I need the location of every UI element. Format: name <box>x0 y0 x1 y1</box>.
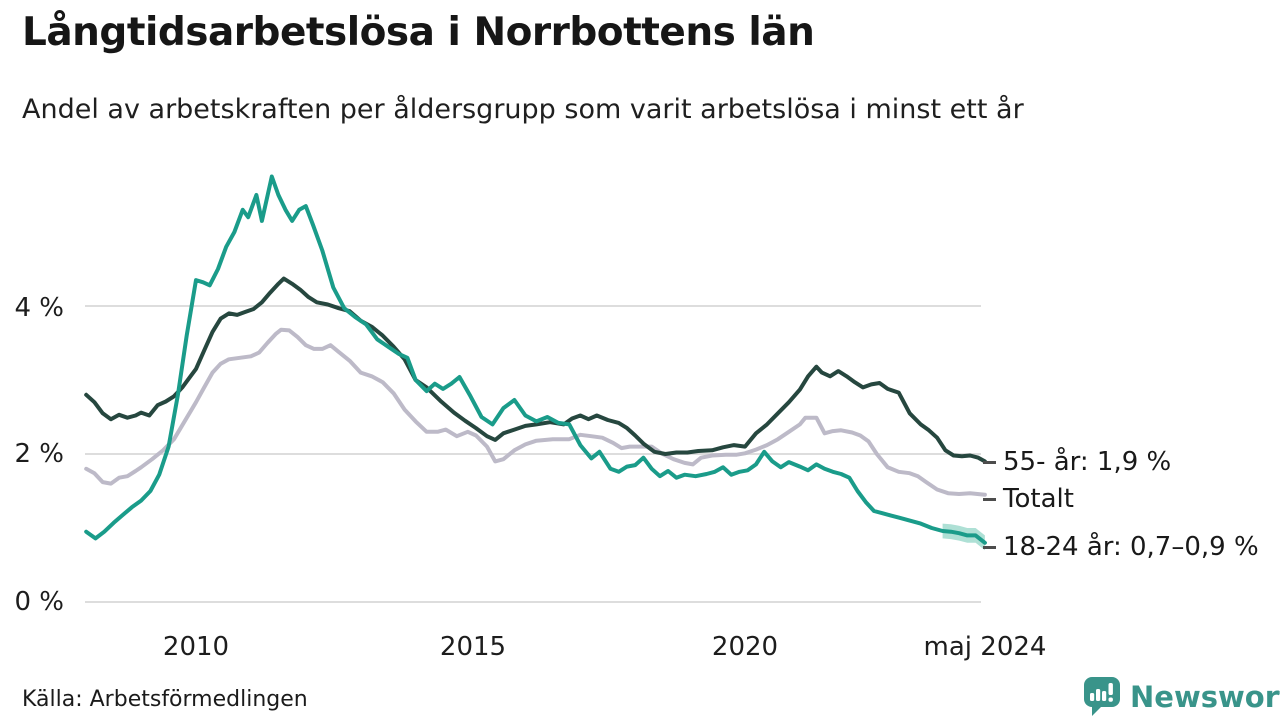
series-line-18-24-ar <box>84 174 987 545</box>
series-label-55-ar: 55- år: 1,9 % <box>983 446 1171 478</box>
gridlines <box>85 305 981 603</box>
series-line-totalt <box>84 327 987 497</box>
y-axis-tick-2: 2 % <box>14 439 64 469</box>
label-dash-icon <box>983 545 996 549</box>
chart-subtitle: Andel av arbetskraften per åldersgrupp s… <box>22 94 1024 125</box>
page-title: Långtidsarbetslösa i Norrbottens län <box>22 10 815 55</box>
x-axis-tick-2015: 2015 <box>439 632 507 662</box>
series-label-text: 55- år: 1,9 % <box>1003 447 1172 477</box>
series-label-totalt: Totalt <box>983 483 1074 515</box>
label-dash-icon <box>983 497 996 501</box>
x-axis-tick-2010: 2010 <box>162 632 230 662</box>
series-label-text: Totalt <box>1003 484 1074 514</box>
x-axis-tick-maj-2024: maj 2024 <box>923 632 1047 662</box>
series-line-55-ar <box>84 276 987 464</box>
newsworthy-logo-icon <box>1084 677 1120 716</box>
y-axis-tick-4: 4 % <box>14 293 64 323</box>
newsworthy-brand: Newsworthy <box>1083 676 1280 717</box>
source-note: Källa: Arbetsförmedlingen <box>22 687 308 712</box>
series-label-18-24-ar: 18-24 år: 0,7–0,9 % <box>983 531 1259 563</box>
x-axis-tick-2020: 2020 <box>711 632 779 662</box>
label-dash-icon <box>983 460 996 464</box>
y-axis-tick-0: 0 % <box>14 587 64 617</box>
series-label-text: 18-24 år: 0,7–0,9 % <box>1003 532 1259 562</box>
brand-name: Newsworthy <box>1130 679 1280 714</box>
